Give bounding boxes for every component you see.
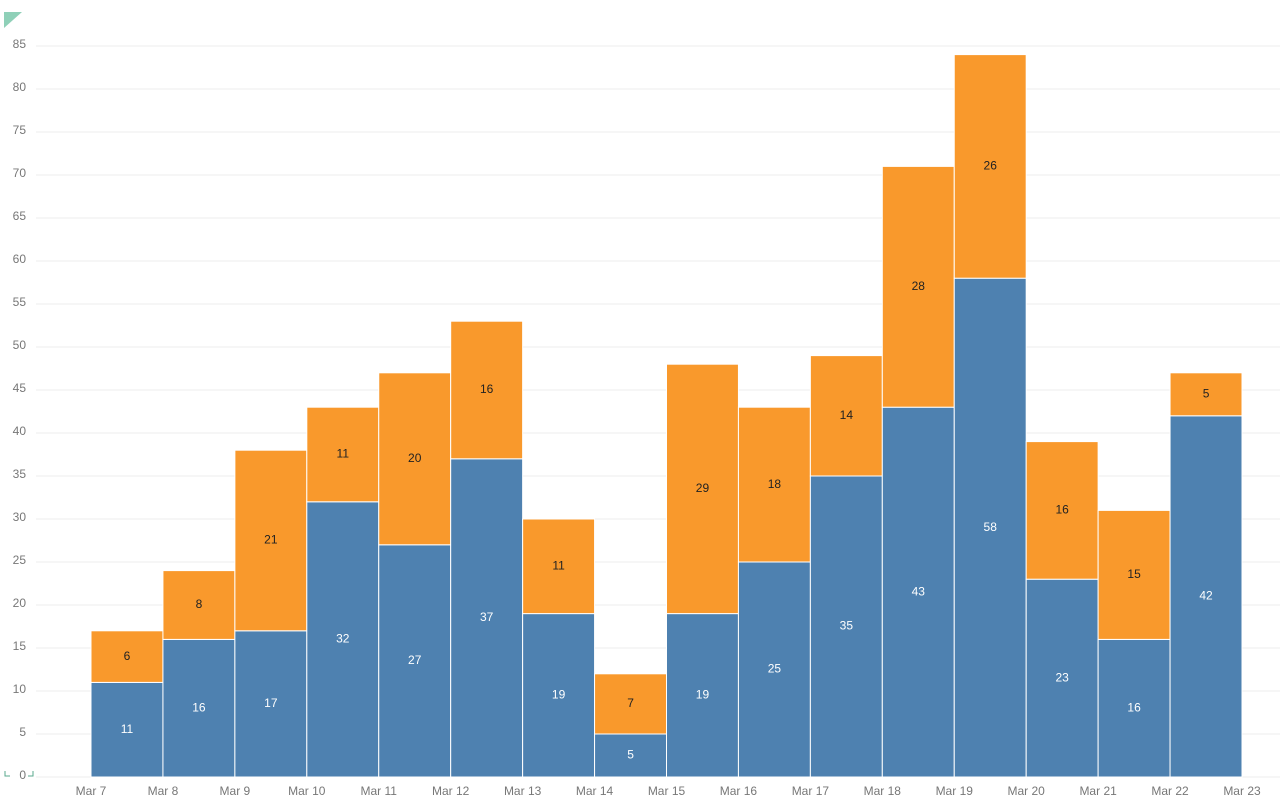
data-label: 37 (480, 610, 494, 624)
x-tick-label: Mar 14 (576, 784, 614, 798)
x-tick-label: Mar 12 (432, 784, 470, 798)
data-label: 16 (192, 700, 206, 714)
x-tick-label: Mar 20 (1008, 784, 1046, 798)
data-label: 8 (196, 597, 203, 611)
x-tick-label: Mar 7 (76, 784, 107, 798)
y-tick-label: 20 (13, 596, 27, 610)
y-tick-label: 30 (13, 510, 27, 524)
data-label: 11 (552, 558, 565, 572)
bar-segment (1025, 441, 1099, 580)
y-tick-label: 50 (13, 338, 27, 352)
data-label: 32 (336, 632, 350, 646)
bar-segment (666, 613, 739, 778)
data-label: 5 (1203, 386, 1210, 400)
data-label: 11 (337, 447, 350, 461)
bar-segment (522, 518, 596, 615)
y-tick-label: 15 (13, 639, 27, 653)
data-label: 27 (408, 653, 422, 667)
y-tick-label: 5 (19, 725, 26, 739)
bar-segment (1169, 372, 1243, 417)
bar-segment (666, 363, 739, 615)
bar-segment (1097, 638, 1171, 778)
data-label: 7 (627, 696, 634, 710)
bar-segment (953, 277, 1027, 778)
data-label: 16 (1127, 700, 1141, 714)
y-tick-label: 35 (13, 467, 27, 481)
data-label: 23 (1055, 670, 1069, 684)
data-label: 11 (121, 722, 134, 736)
y-tick-label: 75 (13, 123, 27, 137)
y-tick-label: 55 (13, 295, 27, 309)
bar-segment (737, 406, 811, 563)
data-label: 6 (124, 649, 131, 663)
corner-icon (4, 12, 22, 28)
data-label: 19 (552, 687, 566, 701)
bar-segment (234, 449, 308, 632)
data-label: 15 (1127, 567, 1141, 581)
x-tick-label: Mar 19 (936, 784, 974, 798)
x-tick-label: Mar 15 (648, 784, 686, 798)
x-tick-label: Mar 13 (504, 784, 542, 798)
y-tick-label: 65 (13, 209, 27, 223)
y-tick-label: 60 (13, 252, 27, 266)
bar-segment (162, 638, 236, 778)
data-label: 5 (627, 748, 634, 762)
bar-segment (306, 501, 380, 778)
data-label: 29 (696, 481, 710, 495)
x-tick-label: Mar 22 (1151, 784, 1189, 798)
data-label: 43 (912, 584, 926, 598)
bar-segment (450, 458, 524, 778)
data-label: 14 (840, 408, 854, 422)
bar-segment (809, 355, 883, 477)
bar-segment (378, 544, 452, 778)
data-label: 18 (768, 477, 782, 491)
x-tick-label: Mar 23 (1223, 784, 1261, 798)
corner-bracket (4, 771, 34, 777)
y-tick-label: 45 (13, 381, 27, 395)
bar-segment (809, 475, 883, 778)
bar-segment (378, 372, 452, 546)
x-tick-label: Mar 21 (1079, 784, 1117, 798)
bar-segment (1169, 415, 1243, 778)
data-label: 16 (1055, 503, 1069, 517)
y-tick-label: 85 (13, 37, 27, 51)
bar-segment (90, 681, 164, 778)
y-tick-label: 70 (13, 166, 27, 180)
bar-segment (1025, 578, 1099, 778)
bar-segment (953, 54, 1027, 279)
y-tick-label: 40 (13, 424, 27, 438)
bar-segment (1097, 509, 1171, 640)
data-label: 28 (912, 279, 926, 293)
y-tick-label: 0 (19, 768, 26, 782)
x-tick-label: Mar 17 (792, 784, 830, 798)
data-label: 16 (480, 382, 494, 396)
x-tick-label: Mar 11 (361, 784, 398, 798)
y-tick-label: 80 (13, 80, 27, 94)
data-label: 19 (696, 687, 710, 701)
data-label: 17 (264, 696, 278, 710)
data-label: 58 (984, 520, 998, 534)
x-tick-label: Mar 9 (220, 784, 251, 798)
data-label: 35 (840, 619, 854, 633)
x-tick-label: Mar 18 (864, 784, 902, 798)
y-tick-label: 25 (13, 553, 27, 567)
y-tick-label: 10 (13, 682, 27, 696)
data-label: 21 (264, 533, 278, 547)
bar-segment (450, 320, 524, 460)
data-label: 42 (1199, 589, 1213, 603)
x-tick-label: Mar 8 (148, 784, 179, 798)
bar-segment (594, 673, 667, 735)
data-label: 25 (768, 662, 782, 676)
bar-segment (234, 630, 308, 778)
bar-segment (306, 406, 380, 503)
x-tick-label: Mar 16 (720, 784, 758, 798)
data-label: 26 (984, 159, 998, 173)
data-label: 20 (408, 451, 422, 465)
bar-segment (737, 561, 811, 778)
bar-segment (90, 630, 164, 683)
bar-segment (522, 613, 596, 778)
x-tick-label: Mar 10 (288, 784, 326, 798)
